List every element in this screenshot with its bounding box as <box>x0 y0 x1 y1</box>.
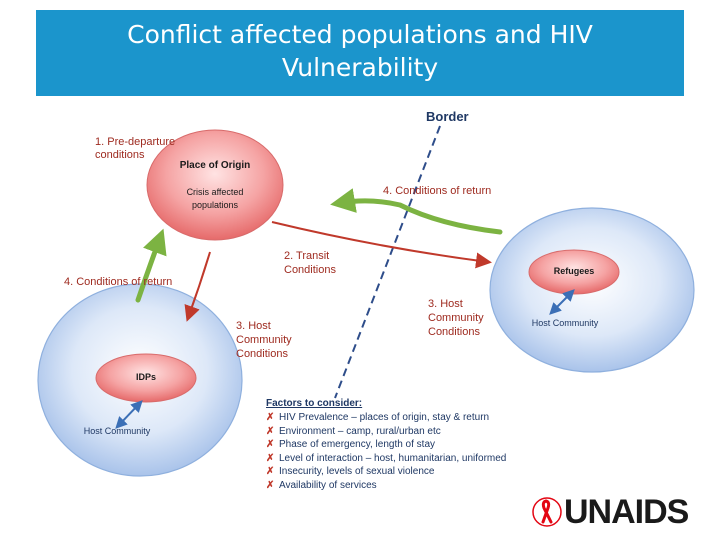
idps-label: IDPs <box>135 372 156 382</box>
pre-departure-label-1: 1. Pre-departure <box>95 136 176 148</box>
return-label-left: 4. Conditions of return <box>64 276 173 288</box>
factor-item: ✗ Level of interaction – host, humanitari… <box>266 452 507 464</box>
factor-item: ✗ Insecurity, levels of sexual violence <box>266 466 435 477</box>
place-of-origin-node <box>146 129 284 241</box>
origin-title: Place of Origin <box>179 160 251 171</box>
host-left-label-1: 3. Host <box>236 320 271 332</box>
host-left-label-3: Conditions <box>236 348 288 360</box>
title-line-1: Conflict affected populations and HIV <box>127 20 593 49</box>
refugee-interaction-arrow <box>549 289 575 315</box>
idp-host-label: Host Community <box>83 426 151 436</box>
return-arrow-from-idps <box>135 228 167 303</box>
cross-icon: ✗ <box>266 479 275 491</box>
transit-label-1: 2. Transit <box>284 250 330 262</box>
factors-box: Factors to consider: ✗ HIV Prevalence – p… <box>266 398 536 492</box>
cross-icon: ✗ <box>266 425 275 437</box>
return-label-right: 4. Conditions of return <box>383 185 492 197</box>
host-right-label-2: Community <box>428 312 484 324</box>
factor-item: ✗ HIV Prevalence – places of origin, stay… <box>266 412 490 423</box>
idp-interaction-arrow <box>115 400 143 429</box>
refugees-label: Refugees <box>553 266 595 276</box>
refugee-host-label: Host Community <box>531 318 599 328</box>
transit-label-2: Conditions <box>284 264 336 276</box>
cross-icon: ✗ <box>266 466 275 477</box>
return-arrow-from-refugees <box>330 188 503 235</box>
origin-sub-1: Crisis affected <box>186 187 244 197</box>
border-line <box>334 125 441 399</box>
cross-icon: ✗ <box>266 452 275 464</box>
unaids-logo: UNAIDS <box>532 492 689 532</box>
pre-departure-label-2: conditions <box>95 149 145 161</box>
host-left-label-2: Community <box>236 334 292 346</box>
host-right-label-3: Conditions <box>428 326 480 338</box>
title-banner: Conflict affected populations and HIV Vu… <box>36 10 684 96</box>
transit-arrow-to-refugees <box>271 221 492 269</box>
origin-sub-2: populations <box>191 200 239 210</box>
factor-item: ✗ Environment – camp, rural/urban etc <box>266 425 441 437</box>
cross-icon: ✗ <box>266 412 275 423</box>
transit-arrow-to-idps <box>184 251 211 322</box>
factors-heading: Factors to consider: <box>266 398 363 409</box>
factor-item: ✗ Phase of emergency, length of stay <box>266 439 436 450</box>
host-right-label-1: 3. Host <box>428 298 463 310</box>
factor-item: ✗ Availability of services <box>266 479 377 491</box>
logo-text: UNAIDS <box>564 492 689 531</box>
border-label: Border <box>426 109 469 124</box>
cross-icon: ✗ <box>266 439 275 450</box>
title-line-2: Vulnerability <box>281 53 439 82</box>
idps-node <box>95 353 197 403</box>
red-ribbon-icon <box>532 497 562 527</box>
